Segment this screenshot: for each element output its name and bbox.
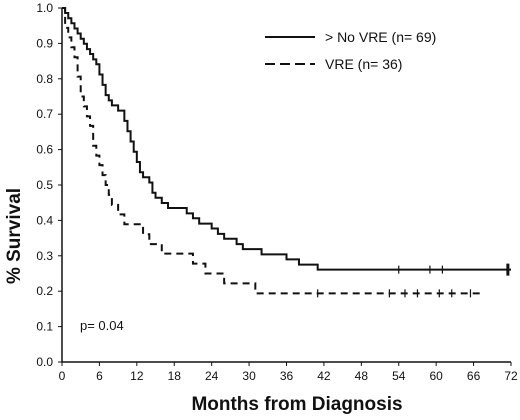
x-axis-ticks: 0 6 12 18 24 30 36 42 48 54 60 66 72: [59, 362, 518, 383]
y-tick-label: 0.6: [36, 143, 53, 157]
legend-label-vre: VRE (n= 36): [325, 56, 402, 72]
y-tick-label: 0.7: [36, 107, 53, 121]
legend: > No VRE (n= 69) VRE (n= 36): [265, 29, 436, 72]
y-tick-label: 0.3: [36, 249, 53, 263]
x-tick-label: 18: [168, 369, 182, 383]
x-tick-label: 48: [355, 369, 369, 383]
x-axis-title: Months from Diagnosis: [191, 394, 402, 415]
x-tick-label: 72: [504, 369, 518, 383]
x-tick-label: 66: [467, 369, 481, 383]
x-tick-label: 0: [59, 369, 66, 383]
x-tick-label: 6: [96, 369, 103, 383]
x-tick-label: 36: [280, 369, 294, 383]
y-tick-label: 0.1: [36, 320, 53, 334]
y-tick-label: 0.4: [36, 213, 53, 227]
y-tick-label: 1.0: [36, 1, 53, 15]
y-tick-label: 0.0: [36, 355, 53, 369]
y-tick-label: 0.2: [36, 284, 53, 298]
legend-label-no-vre: > No VRE (n= 69): [325, 29, 436, 45]
y-tick-label: 0.9: [36, 36, 53, 50]
series-layer: [62, 7, 511, 298]
x-tick-label: 24: [205, 369, 219, 383]
p-value-annotation: p= 0.04: [80, 318, 124, 333]
x-tick-label: 54: [392, 369, 406, 383]
y-tick-label: 0.8: [36, 72, 53, 86]
y-tick-label: 0.5: [36, 178, 53, 192]
y-axis-ticks: 0.0 0.1 0.2 0.3 0.4 0.5 0.6 0.7 0.8 0.9 1.0: [36, 1, 62, 369]
x-tick-label: 60: [429, 369, 443, 383]
x-tick-label: 12: [130, 369, 144, 383]
x-tick-label: 30: [242, 369, 256, 383]
series-line-no-vre: [62, 7, 511, 271]
y-axis-title: % Survival: [4, 188, 25, 284]
series-line-vre: [62, 7, 480, 295]
x-tick-label: 42: [317, 369, 331, 383]
